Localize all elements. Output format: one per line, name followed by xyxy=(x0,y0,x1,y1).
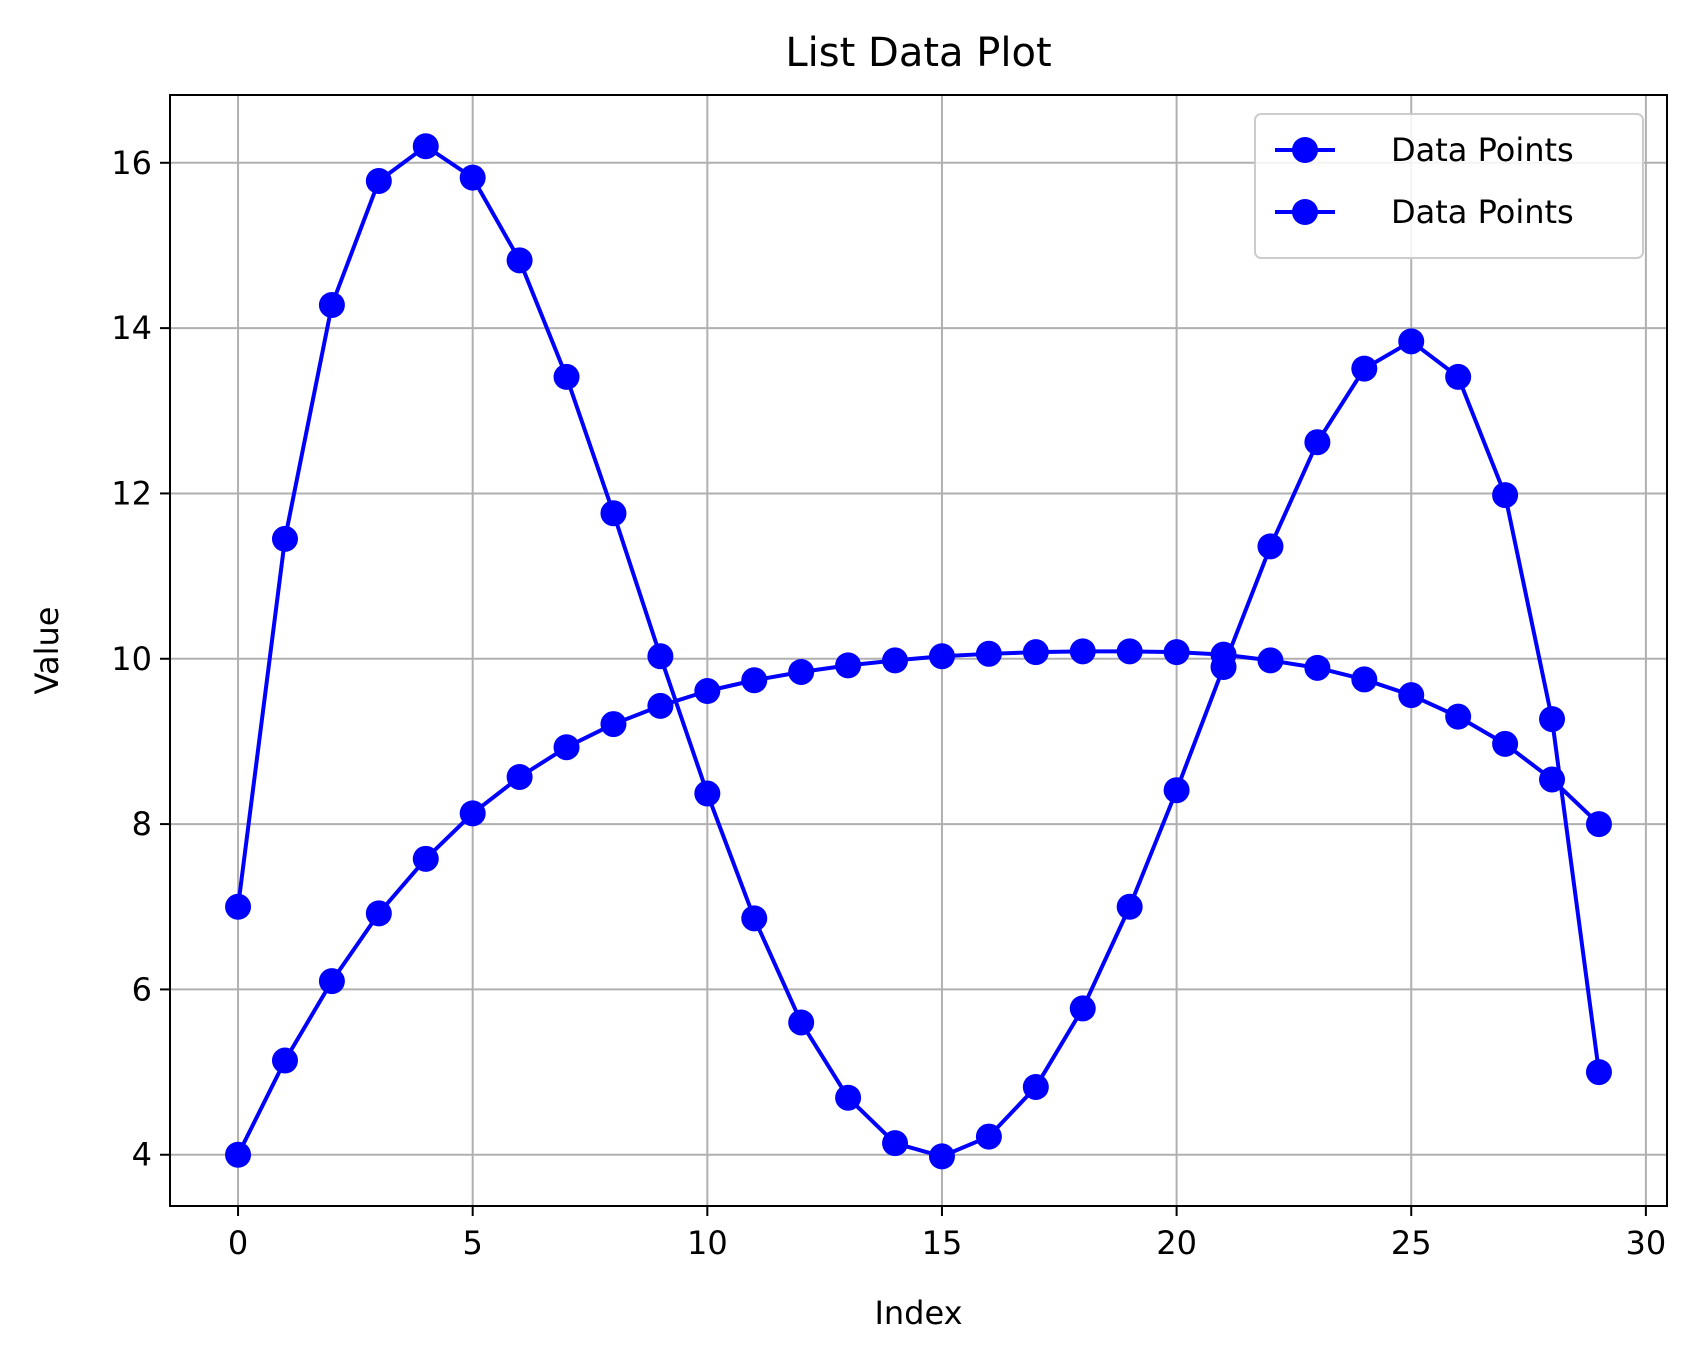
legend-marker xyxy=(1292,137,1318,163)
data-point xyxy=(788,1009,815,1036)
y-tick-label: 16 xyxy=(111,144,152,182)
data-point xyxy=(1351,666,1378,693)
data-point xyxy=(788,658,815,685)
data-point xyxy=(506,763,533,790)
y-tick-label: 14 xyxy=(111,309,152,347)
data-point xyxy=(1257,533,1284,560)
data-point xyxy=(1022,1073,1049,1100)
data-point xyxy=(835,652,862,679)
data-point xyxy=(1116,638,1143,665)
data-point xyxy=(1257,647,1284,674)
data-point xyxy=(741,905,768,932)
y-tick-label: 8 xyxy=(132,805,152,843)
plot-frame xyxy=(169,94,1668,1207)
y-axis-label: Value xyxy=(28,607,66,695)
data-point xyxy=(553,363,580,390)
legend: Data Points Data Points xyxy=(1254,113,1644,259)
data-point xyxy=(600,711,627,738)
data-point xyxy=(1116,893,1143,920)
data-point xyxy=(1445,703,1472,730)
data-point xyxy=(271,525,298,552)
data-point xyxy=(1398,328,1425,355)
legend-box xyxy=(1254,113,1644,259)
legend-entry: Data Points xyxy=(1275,131,1574,169)
data-point xyxy=(694,678,721,705)
data-point xyxy=(1585,1059,1612,1086)
x-tick-label: 30 xyxy=(1626,1224,1667,1262)
data-point xyxy=(1492,482,1519,509)
data-point xyxy=(1163,639,1190,666)
x-axis-label: Index xyxy=(874,1294,962,1332)
y-tick-label: 10 xyxy=(111,640,152,678)
data-point xyxy=(882,1130,909,1157)
legend-entry: Data Points xyxy=(1275,193,1574,231)
data-point xyxy=(1351,355,1378,382)
series-1 xyxy=(225,133,1612,1170)
x-tick-label: 20 xyxy=(1156,1224,1197,1262)
data-point xyxy=(928,643,955,670)
x-tick-label: 15 xyxy=(922,1224,963,1262)
data-point xyxy=(1069,995,1096,1022)
data-point xyxy=(1304,654,1331,681)
data-point xyxy=(975,640,1002,667)
y-tick-label: 6 xyxy=(132,970,152,1008)
data-point xyxy=(647,643,674,670)
data-point xyxy=(1022,639,1049,666)
data-point xyxy=(835,1084,862,1111)
data-point xyxy=(1492,730,1519,757)
data-point xyxy=(1304,429,1331,456)
data-point xyxy=(225,1141,252,1168)
data-point xyxy=(412,845,439,872)
data-point xyxy=(553,734,580,761)
series-2 xyxy=(225,638,1612,1168)
data-point xyxy=(928,1143,955,1170)
data-point xyxy=(271,1047,298,1074)
legend-label: Data Points xyxy=(1391,131,1574,169)
data-point xyxy=(1069,638,1096,665)
data-point xyxy=(459,800,486,827)
data-point xyxy=(318,291,345,318)
legend-marker xyxy=(1292,199,1318,225)
chart-title: List Data Plot xyxy=(785,30,1051,76)
data-point xyxy=(1398,682,1425,709)
data-point xyxy=(1539,706,1566,733)
x-tick-label: 5 xyxy=(463,1224,483,1262)
data-point xyxy=(882,647,909,674)
x-tick-label: 0 xyxy=(228,1224,248,1262)
ticks: 0 5 10 15 20 25 30 4 6 8 10 12 14 16 xyxy=(111,144,1666,1262)
data-point xyxy=(741,667,768,694)
y-tick-label: 12 xyxy=(111,474,152,512)
data-point xyxy=(1210,641,1237,668)
data-point xyxy=(975,1123,1002,1150)
y-tick-label: 4 xyxy=(132,1136,152,1174)
data-point xyxy=(694,780,721,807)
data-point xyxy=(412,133,439,160)
x-tick-label: 25 xyxy=(1391,1224,1432,1262)
legend-label: Data Points xyxy=(1391,193,1574,231)
data-point xyxy=(459,164,486,191)
data-point xyxy=(365,900,392,927)
data-point xyxy=(647,692,674,719)
data-point xyxy=(600,500,627,527)
data-point xyxy=(365,167,392,194)
data-point xyxy=(1585,811,1612,838)
x-tick-label: 10 xyxy=(687,1224,728,1262)
data-point xyxy=(506,247,533,274)
data-point xyxy=(1163,777,1190,804)
data-point xyxy=(318,968,345,995)
series-layer xyxy=(225,133,1612,1170)
data-point xyxy=(1539,766,1566,793)
data-point xyxy=(225,893,252,920)
data-point xyxy=(1445,363,1472,390)
